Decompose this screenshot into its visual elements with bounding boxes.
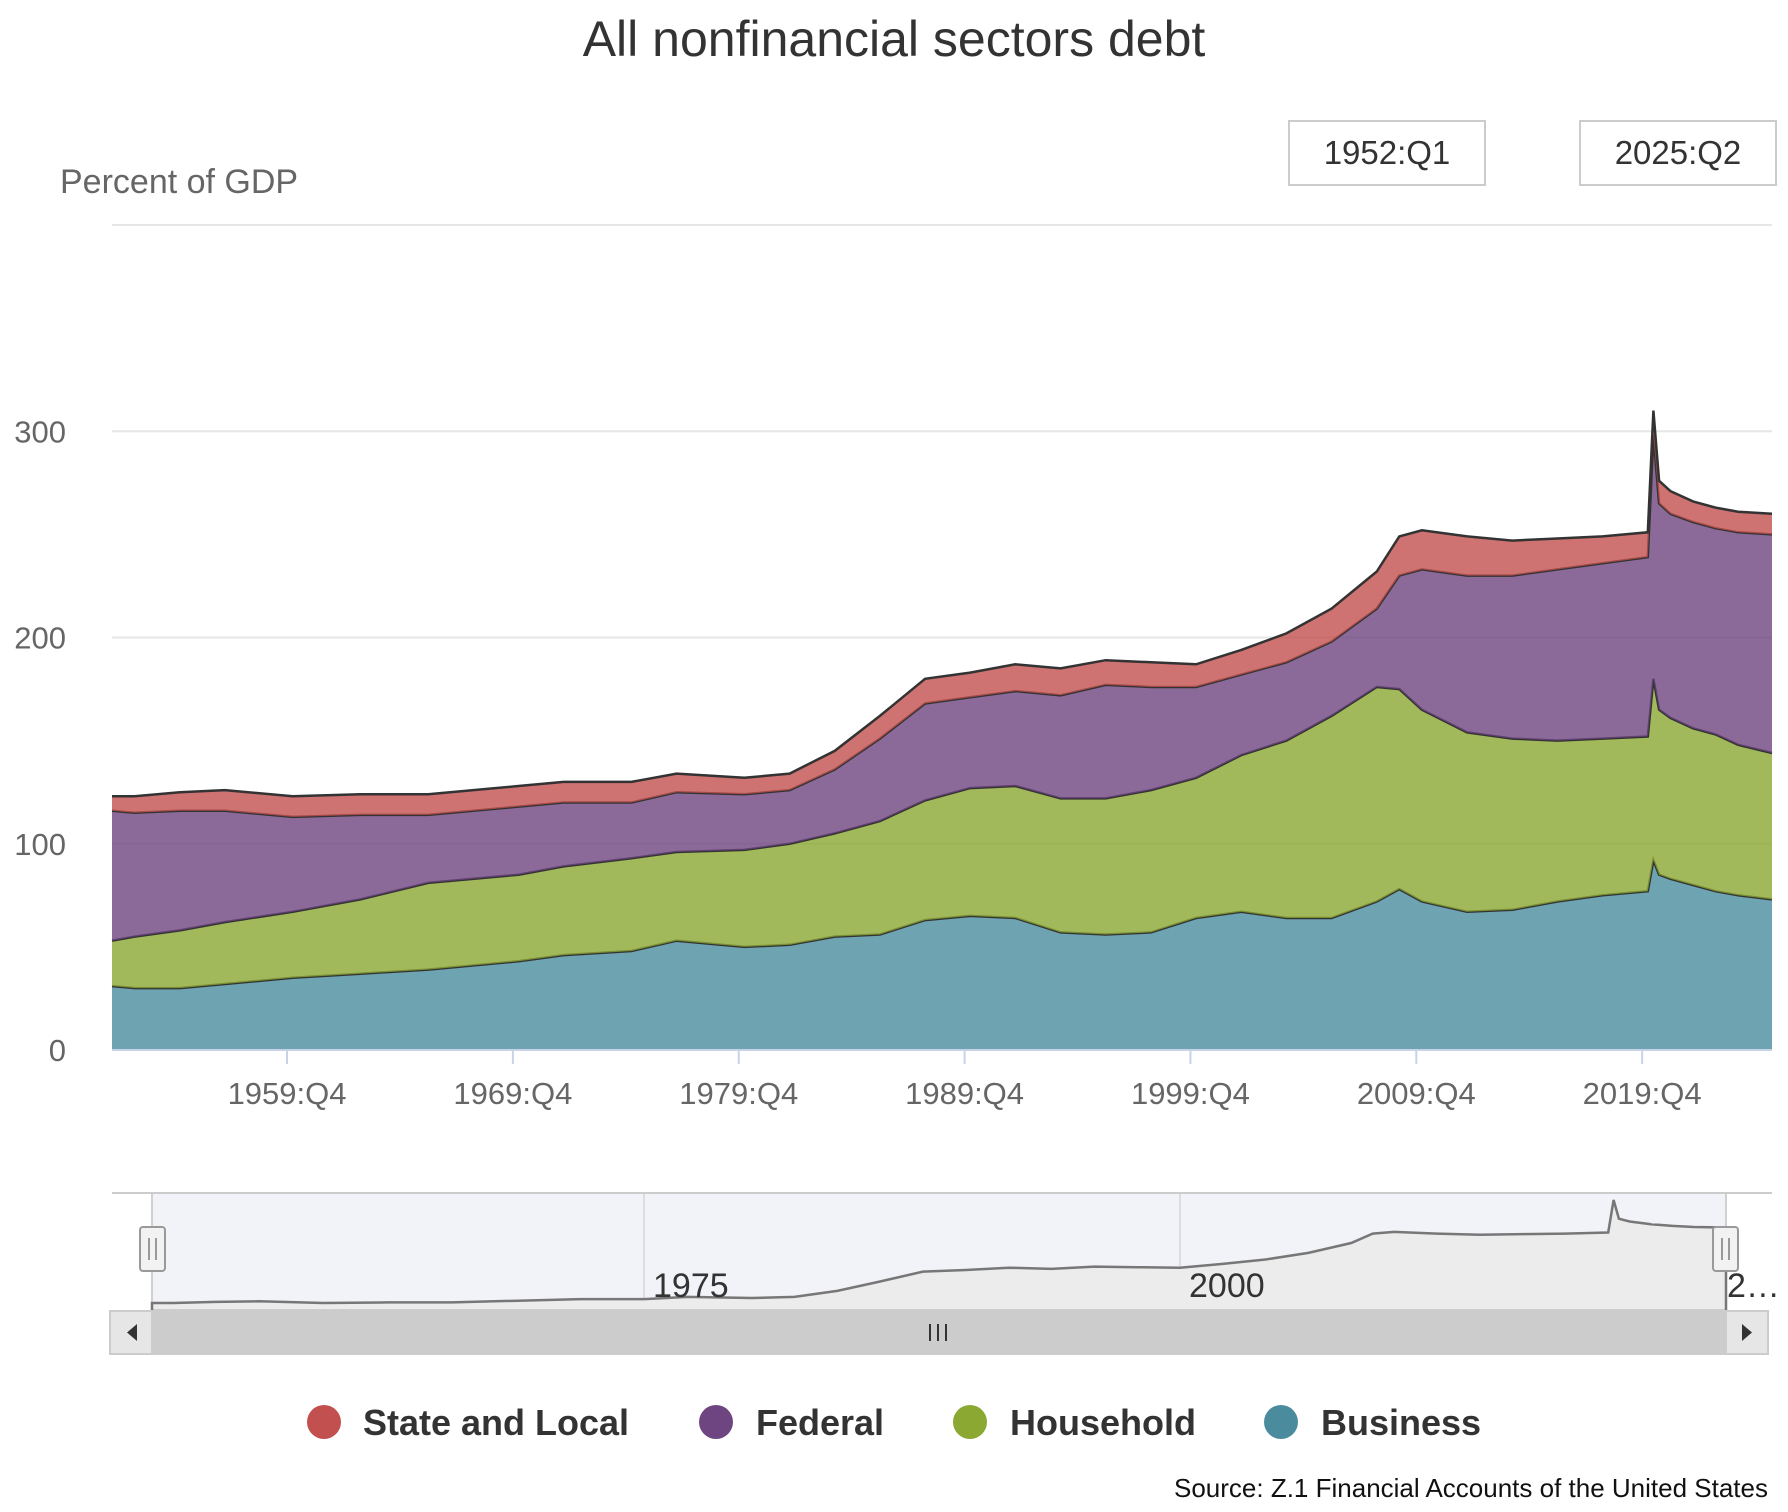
scroll-right-button[interactable] bbox=[1725, 1310, 1769, 1355]
navigator-right-handle[interactable] bbox=[1712, 1226, 1739, 1272]
y-tick-label-200: 200 bbox=[14, 621, 66, 656]
y-axis-ticks: 0 100 200 300 bbox=[14, 414, 66, 1068]
legend-marker-federal bbox=[699, 1405, 733, 1439]
x-tick-label-4: 1999:Q4 bbox=[1131, 1076, 1250, 1111]
y-tick-label-100: 100 bbox=[14, 827, 66, 862]
scroll-left-button[interactable] bbox=[109, 1310, 153, 1355]
legend: State and Local Federal Household Busine… bbox=[307, 1402, 1481, 1443]
source-note: Source: Z.1 Financial Accounts of the Un… bbox=[1174, 1473, 1768, 1503]
legend-item-household[interactable]: Household bbox=[953, 1402, 1196, 1443]
scrollbar[interactable] bbox=[109, 1310, 1769, 1355]
x-tick-label-6: 2019:Q4 bbox=[1583, 1076, 1702, 1111]
area-business[interactable] bbox=[112, 860, 1772, 1050]
range-from-text: 1952:Q1 bbox=[1324, 134, 1451, 171]
legend-label-household: Household bbox=[1010, 1402, 1196, 1443]
navigator[interactable]: 1975 2000 2… bbox=[112, 1192, 1780, 1313]
legend-label-state-and-local: State and Local bbox=[363, 1402, 629, 1443]
x-tick-label-2: 1979:Q4 bbox=[679, 1076, 798, 1111]
chart-title: All nonfinancial sectors debt bbox=[583, 11, 1206, 67]
x-tick-label-3: 1989:Q4 bbox=[905, 1076, 1024, 1111]
range-from-input[interactable]: 1952:Q1 bbox=[1288, 120, 1486, 186]
x-tick-label-1: 1969:Q4 bbox=[453, 1076, 572, 1111]
legend-marker-household bbox=[953, 1405, 987, 1439]
navigator-label-2000: 2000 bbox=[1189, 1267, 1265, 1305]
navigator-label-2025: 2… bbox=[1727, 1267, 1780, 1305]
arrow-right-icon bbox=[1742, 1324, 1752, 1341]
area-federal[interactable] bbox=[112, 435, 1772, 941]
legend-label-business: Business bbox=[1321, 1402, 1481, 1443]
x-axis-ticks: 1959:Q4 1969:Q4 1979:Q4 1989:Q4 1999:Q4 2009:… bbox=[228, 1050, 1702, 1111]
scrollbar-thumb-grip-icon bbox=[929, 1324, 947, 1341]
x-tick-label-5: 2009:Q4 bbox=[1357, 1076, 1476, 1111]
y-axis-label: Percent of GDP bbox=[60, 163, 298, 201]
legend-item-business[interactable]: Business bbox=[1264, 1402, 1481, 1443]
legend-marker-state-and-local bbox=[307, 1405, 341, 1439]
area-household[interactable] bbox=[112, 678, 1772, 989]
x-tick-label-0: 1959:Q4 bbox=[228, 1076, 347, 1111]
line-state-and-local bbox=[112, 410, 1773, 798]
legend-marker-business bbox=[1264, 1405, 1298, 1439]
range-to-text: 2025:Q2 bbox=[1615, 134, 1742, 171]
legend-label-federal: Federal bbox=[756, 1402, 884, 1443]
legend-item-state-and-local[interactable]: State and Local bbox=[307, 1402, 629, 1443]
plot-area[interactable] bbox=[111, 410, 1773, 1050]
y-tick-label-300: 300 bbox=[14, 414, 66, 449]
range-to-input[interactable]: 2025:Q2 bbox=[1579, 120, 1777, 186]
navigator-left-handle[interactable] bbox=[139, 1226, 166, 1272]
y-tick-label-0: 0 bbox=[49, 1033, 66, 1068]
navigator-label-1975: 1975 bbox=[653, 1267, 729, 1305]
navigator-series-line bbox=[150, 1199, 1728, 1313]
arrow-left-icon bbox=[127, 1324, 137, 1341]
legend-item-federal[interactable]: Federal bbox=[699, 1402, 884, 1443]
